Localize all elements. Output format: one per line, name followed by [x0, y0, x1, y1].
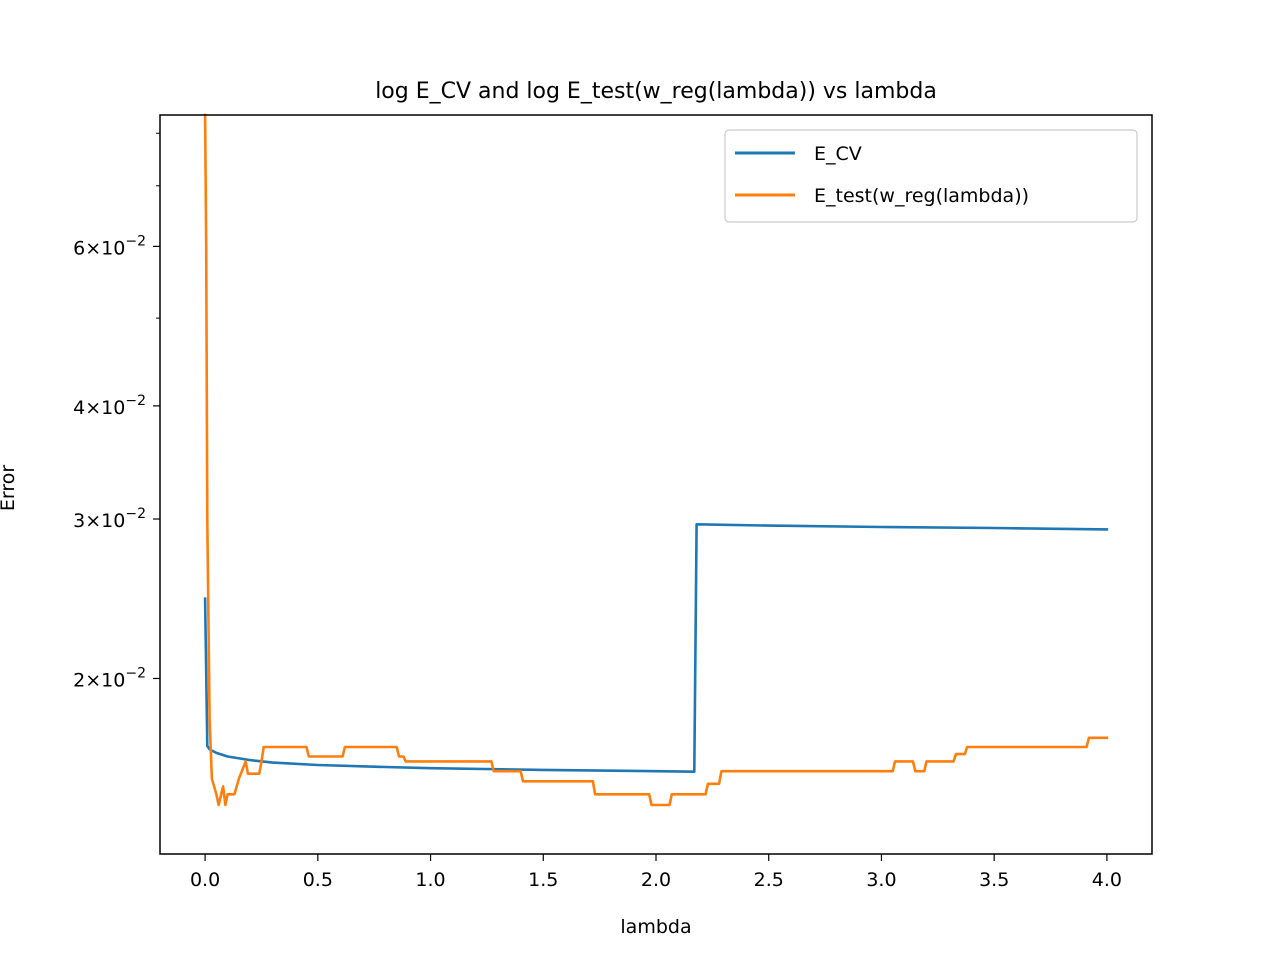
- x-tick-label: 0.0: [190, 869, 220, 891]
- y-tick-label: 4×10−2: [73, 393, 146, 419]
- x-axis-label: lambda: [620, 916, 691, 938]
- y-tick-label: 6×10−2: [73, 233, 146, 259]
- series-layer: [203, 113, 1109, 807]
- y-tick-label: 2×10−2: [73, 665, 146, 691]
- plot-frame: [159, 114, 1153, 855]
- y-axis: 2×10−2 3×10−2 4×10−2 6×10−2: [73, 132, 160, 691]
- legend: E_CV E_test(w_reg(lambda)): [724, 129, 1138, 223]
- x-tick-label: 1.5: [528, 869, 558, 891]
- x-tick-label: 1.0: [415, 869, 445, 891]
- y-tick-label: 3×10−2: [73, 506, 146, 532]
- x-axis: 0.0 0.5 1.0 1.5 2.0 2.5 3.0 3.5 4.0: [190, 854, 1122, 891]
- legend-label-e-test: E_test(w_reg(lambda)): [814, 185, 1029, 207]
- x-tick-label: 2.5: [754, 869, 784, 891]
- x-tick-label: 0.5: [303, 869, 333, 891]
- x-tick-label: 4.0: [1092, 869, 1122, 891]
- x-tick-label: 3.0: [866, 869, 896, 891]
- y-axis-label: Error: [0, 465, 19, 512]
- x-tick-label: 3.5: [979, 869, 1009, 891]
- series-line-e-cv: [203, 522, 1109, 774]
- legend-box: [724, 129, 1138, 223]
- x-tick-label: 2.0: [641, 869, 671, 891]
- chart-title: log E_CV and log E_test(w_reg(lambda)) v…: [375, 79, 937, 104]
- series-line-e-test-w-reg-lambda: [203, 113, 1109, 807]
- legend-label-e-cv: E_CV: [814, 143, 862, 165]
